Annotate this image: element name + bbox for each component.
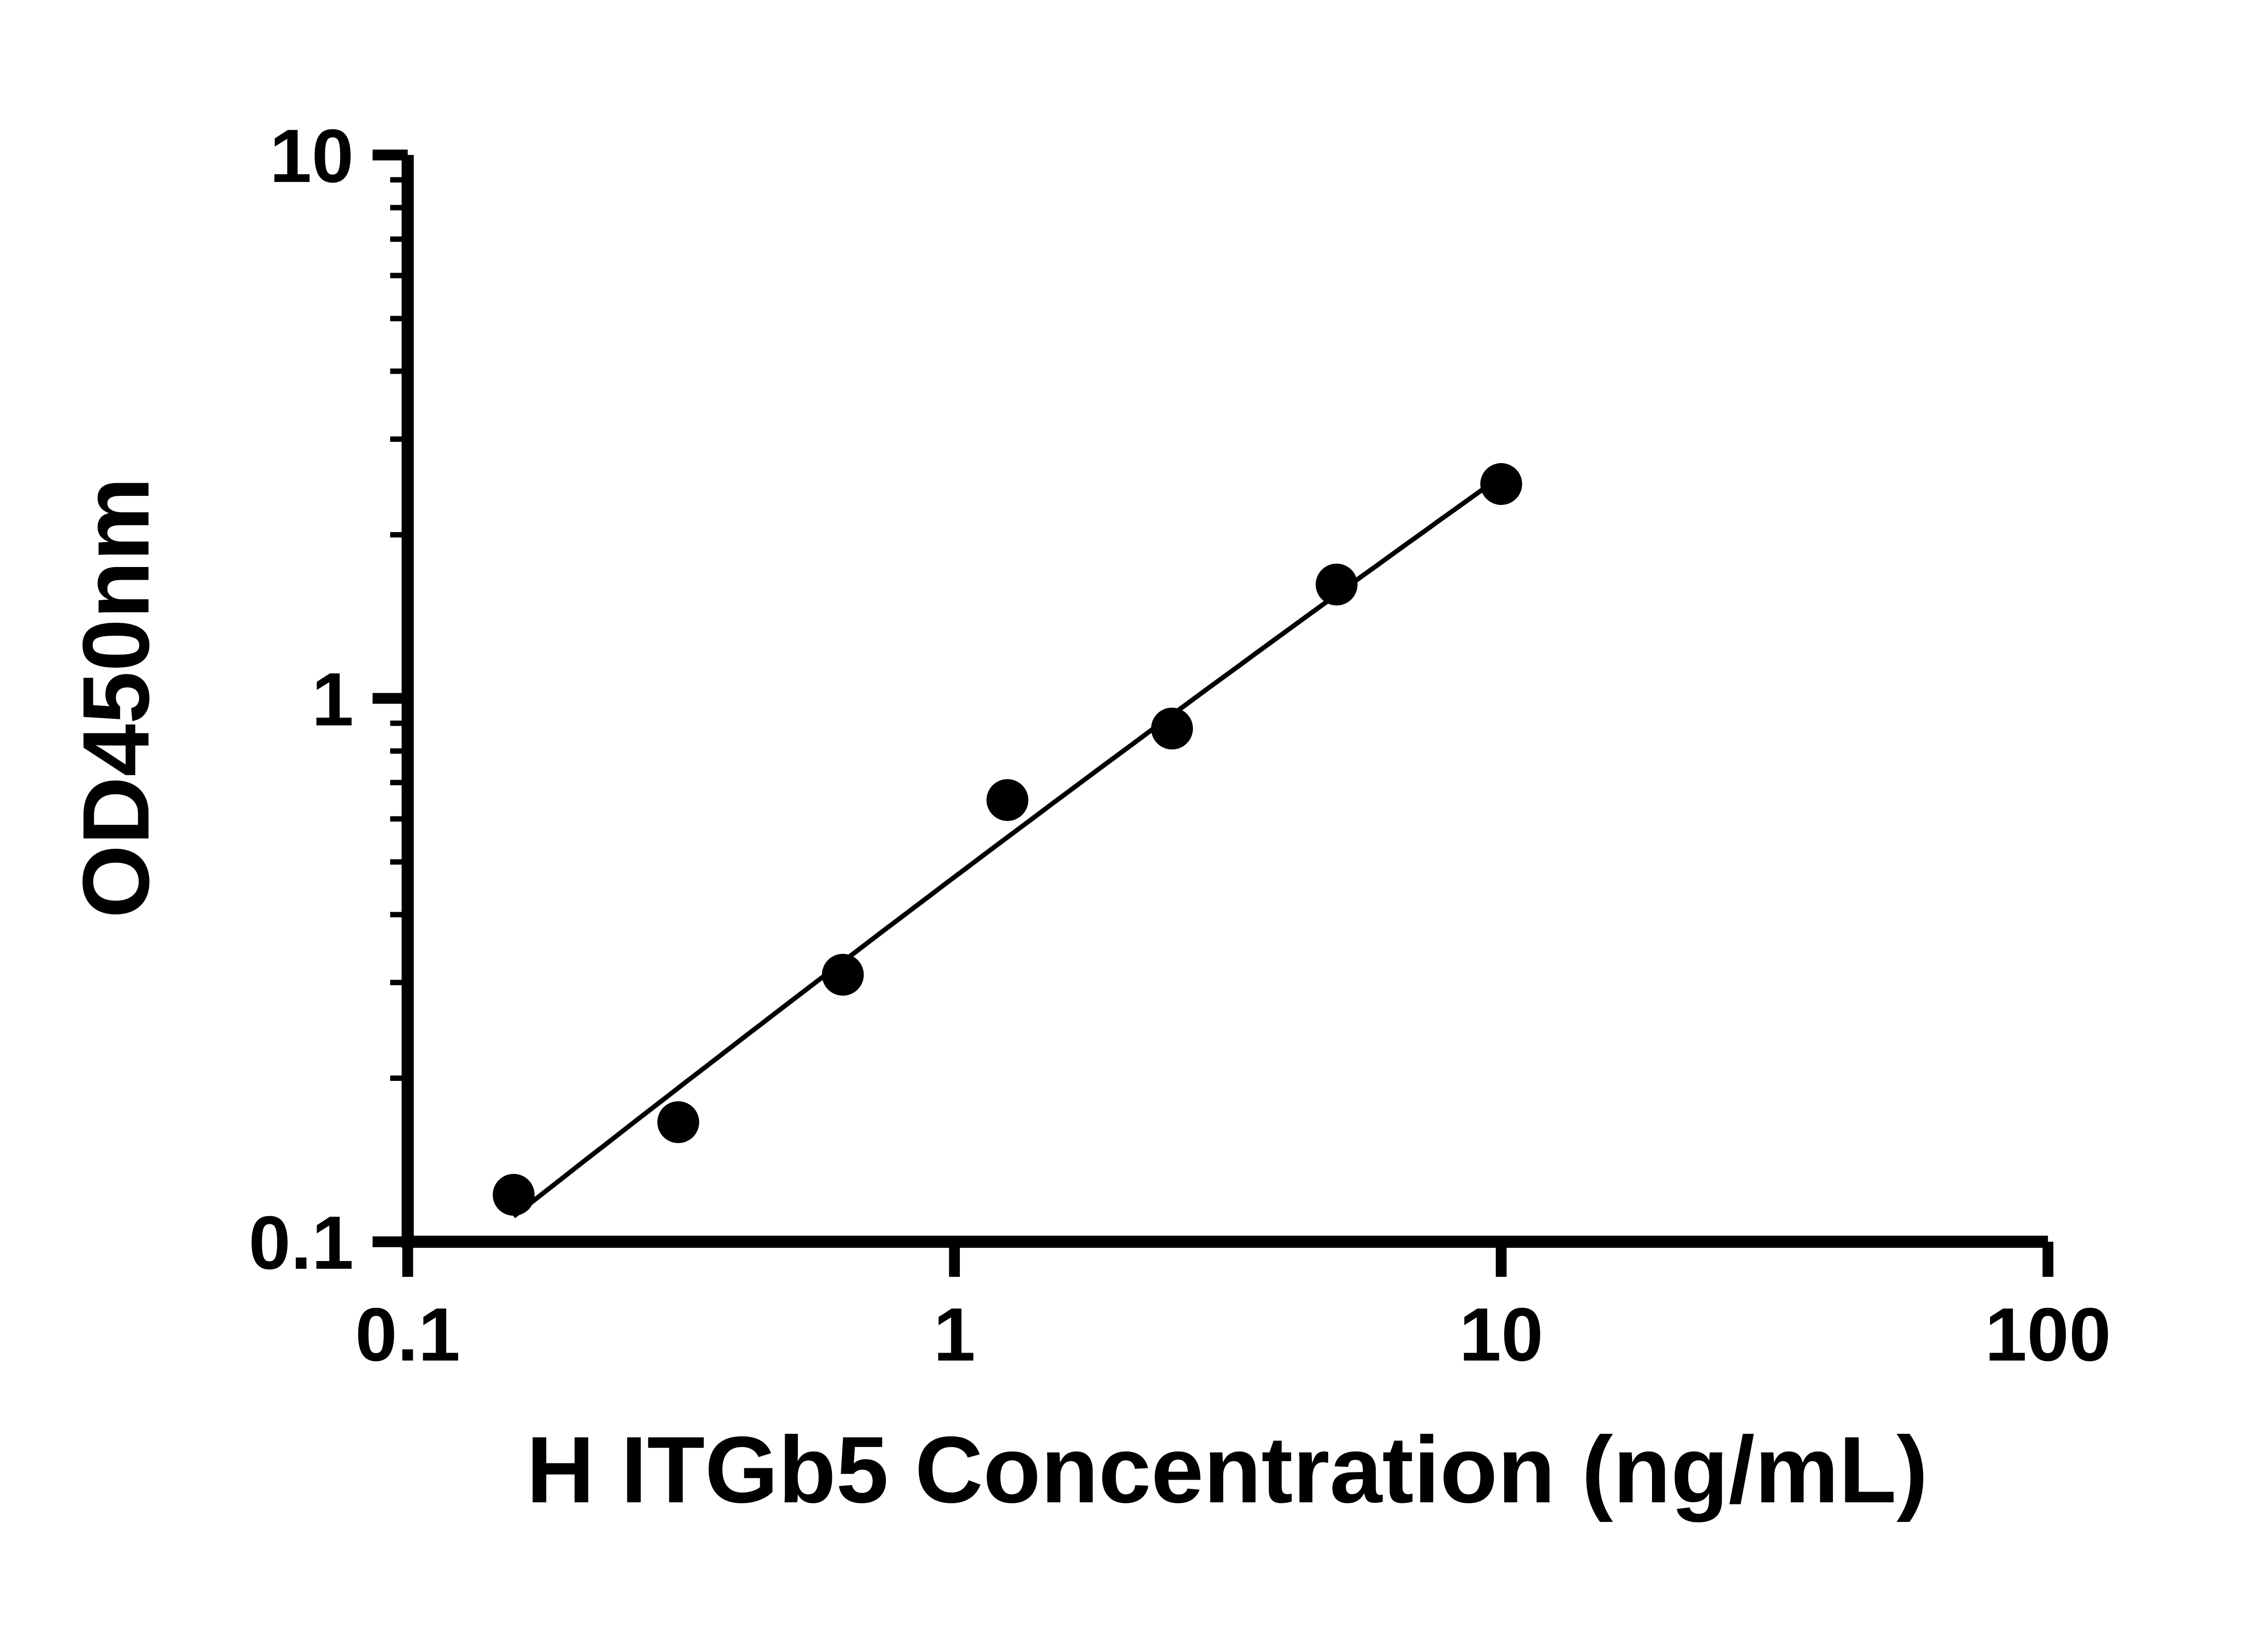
x-axis-title: H ITGb5 Concentration (ng/mL) [526,1417,1928,1523]
data-point [1315,563,1358,606]
x-tick-label: 1 [934,1292,976,1377]
y-axis-title: OD450nm [63,477,169,919]
data-point [1151,707,1193,750]
data-point [821,953,864,996]
y-tick-label: 10 [269,114,353,198]
data-point [986,779,1029,821]
y-tick-label: 1 [312,657,354,742]
x-tick-label: 100 [1985,1292,2111,1377]
y-tick-label: 0.1 [249,1201,354,1285]
x-tick-label: 10 [1459,1292,1543,1377]
plot-area: 0.1 1 10 0.1 1 10 100 [249,114,2111,1377]
x-tick-label: 0.1 [355,1292,460,1377]
data-point [493,1173,535,1216]
data-point [657,1101,699,1143]
data-point [1480,463,1522,505]
